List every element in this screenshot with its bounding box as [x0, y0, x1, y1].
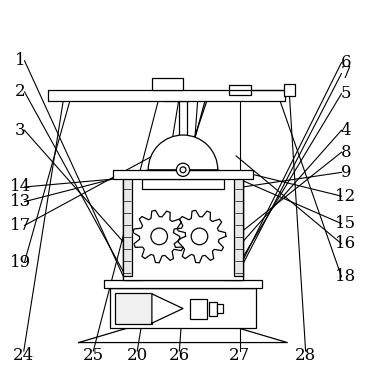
Circle shape [180, 167, 186, 173]
Bar [229, 85, 251, 95]
Text: 5: 5 [341, 85, 351, 102]
Bar [177, 95, 189, 101]
Text: 3: 3 [15, 122, 26, 139]
Text: 2: 2 [15, 83, 26, 100]
Bar [123, 172, 243, 280]
Text: 14: 14 [10, 178, 31, 196]
Text: 15: 15 [335, 215, 356, 232]
Text: 1: 1 [15, 52, 26, 69]
Text: 8: 8 [340, 144, 351, 161]
Text: 13: 13 [10, 193, 31, 210]
Bar [284, 84, 295, 96]
Bar [123, 172, 142, 280]
Text: 9: 9 [341, 164, 351, 181]
Wedge shape [148, 135, 218, 170]
Bar [110, 288, 256, 328]
Polygon shape [173, 210, 226, 263]
Text: 20: 20 [127, 347, 148, 364]
Bar [234, 177, 243, 276]
Text: 7: 7 [340, 65, 351, 82]
Bar [123, 177, 132, 276]
Circle shape [191, 228, 208, 245]
Text: 24: 24 [13, 347, 34, 364]
Bar [113, 170, 253, 179]
Text: 26: 26 [169, 347, 190, 364]
Bar [209, 302, 217, 316]
Circle shape [151, 228, 168, 245]
Circle shape [176, 163, 190, 177]
Text: 27: 27 [229, 347, 250, 364]
Text: 18: 18 [335, 268, 356, 285]
Polygon shape [152, 294, 183, 323]
Text: 25: 25 [83, 347, 104, 364]
Polygon shape [133, 210, 186, 263]
Bar [48, 90, 285, 101]
Bar [152, 78, 183, 90]
Text: 12: 12 [335, 188, 356, 205]
Bar [115, 293, 152, 324]
Text: 16: 16 [335, 235, 356, 252]
Text: 19: 19 [10, 254, 31, 270]
Bar [224, 172, 243, 280]
Text: 6: 6 [341, 54, 351, 71]
Text: 4: 4 [340, 122, 351, 139]
Bar [190, 298, 207, 319]
Bar [217, 304, 223, 313]
Bar [104, 280, 262, 288]
Polygon shape [79, 328, 287, 343]
Text: 28: 28 [295, 347, 316, 364]
Text: 17: 17 [10, 217, 31, 234]
Bar [142, 179, 224, 189]
